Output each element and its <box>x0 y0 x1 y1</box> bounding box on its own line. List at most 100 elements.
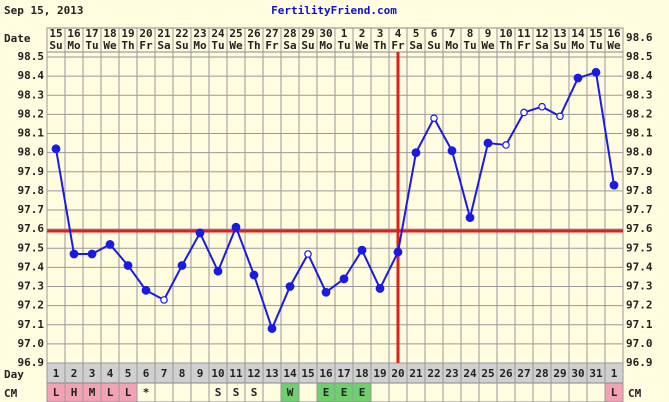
temperature-point <box>105 240 115 249</box>
y-tick-label: 98.4 <box>18 69 45 82</box>
weekday-label: We <box>103 39 117 52</box>
date-label: 28 <box>283 27 296 40</box>
date-label: 2 <box>359 27 366 40</box>
temperature-point <box>465 213 475 223</box>
date-label: 6 <box>431 27 438 40</box>
cycle-day: 17 <box>337 367 350 380</box>
weekday-label: Fr <box>139 39 153 52</box>
header-date: Sep 15, 2013 <box>4 4 83 17</box>
weekday-label: We <box>355 39 369 52</box>
date-label: 1 <box>341 27 348 40</box>
cycle-day: 14 <box>283 367 297 380</box>
cycle-day: 27 <box>517 367 530 380</box>
y-tick-label: 98.4 <box>626 69 653 82</box>
cycle-day: 8 <box>179 367 186 380</box>
temperature-point <box>393 247 403 257</box>
cycle-day: 12 <box>247 367 260 380</box>
date-label: 10 <box>499 27 512 40</box>
y-tick-label: 98.2 <box>18 107 45 120</box>
weekday-label: Tu <box>85 39 98 52</box>
day-label: Day <box>4 368 24 381</box>
y-tick-label: 97.2 <box>18 299 45 312</box>
y-tick-label: 97.6 <box>626 222 653 235</box>
weekday-label: Tu <box>337 39 350 52</box>
cm-cell <box>172 382 192 402</box>
y-tick-label: 98.0 <box>626 146 653 159</box>
date-label: 7 <box>449 27 456 40</box>
temperature-point <box>502 141 510 149</box>
cm-cell <box>586 382 606 402</box>
temperature-point <box>430 114 438 123</box>
cm-code: E <box>323 386 330 399</box>
cycle-day: 19 <box>373 367 386 380</box>
temperature-point <box>483 138 493 148</box>
y-tick-label: 98.5 <box>626 50 653 63</box>
cm-code: W <box>287 386 294 399</box>
cm-label: CM <box>4 387 18 400</box>
weekday-label: Fr <box>265 39 279 52</box>
temperature-point <box>591 67 601 77</box>
y-tick-label: 97.7 <box>18 203 45 216</box>
cm-cell <box>532 382 552 402</box>
y-tick-label: 98.6 <box>626 31 653 44</box>
cm-cell <box>460 382 480 402</box>
weekday-label: Mo <box>193 39 207 52</box>
cm-cell <box>154 382 174 402</box>
temperature-point <box>195 228 205 238</box>
cm-code: L <box>107 386 114 399</box>
date-label: 27 <box>265 27 278 40</box>
date-label: 12 <box>535 27 548 40</box>
weekday-label: Su <box>49 39 62 52</box>
cycle-day: 15 <box>301 367 314 380</box>
temperature-point <box>160 296 168 304</box>
temperature-point <box>538 102 546 111</box>
cycle-day: 1 <box>53 367 60 380</box>
date-label: 13 <box>553 27 566 40</box>
cycle-day: 25 <box>481 367 494 380</box>
cm-cell <box>388 382 408 402</box>
cm-cell <box>190 382 210 402</box>
temperature-point <box>447 146 457 156</box>
temperature-point <box>231 222 241 232</box>
date-label: Date <box>4 32 31 45</box>
temperature-point <box>177 261 187 270</box>
weekday-label: We <box>229 39 243 52</box>
date-label: 15 <box>49 27 62 40</box>
cycle-day: 7 <box>161 367 168 380</box>
cycle-day: 23 <box>445 367 458 380</box>
temperature-point <box>609 180 619 190</box>
cycle-day: 11 <box>229 367 243 380</box>
y-tick-label: 97.6 <box>18 222 45 235</box>
date-label: 23 <box>193 27 206 40</box>
date-label: 30 <box>319 27 332 40</box>
cycle-day: 1 <box>611 367 618 380</box>
cycle-day: 29 <box>553 367 566 380</box>
temperature-point <box>375 284 385 293</box>
cycle-day: 3 <box>89 367 96 380</box>
date-label: 8 <box>467 27 474 40</box>
y-tick-label: 97.1 <box>626 318 653 331</box>
temperature-point <box>51 144 61 154</box>
y-tick-label: 97.0 <box>18 337 45 350</box>
weekday-label: Su <box>427 39 440 52</box>
weekday-label: Su <box>553 39 566 52</box>
cm-code: * <box>143 386 150 399</box>
y-tick-label: 98.0 <box>18 146 45 159</box>
cycle-day: 6 <box>143 367 150 380</box>
cycle-day: 18 <box>355 367 368 380</box>
cycle-day: 31 <box>589 367 603 380</box>
temperature-point <box>267 324 277 333</box>
cycle-day: 9 <box>197 367 204 380</box>
cm-cell <box>496 382 516 402</box>
weekday-label: Mo <box>571 39 585 52</box>
cm-label: CM <box>628 387 642 400</box>
cm-code: L <box>125 386 132 399</box>
weekday-label: Sa <box>283 39 296 52</box>
cycle-day: 21 <box>409 367 423 380</box>
cm-cell <box>406 382 426 402</box>
cm-cell <box>568 382 588 402</box>
y-tick-label: 97.5 <box>626 241 653 254</box>
y-tick-label: 97.4 <box>626 260 653 273</box>
y-tick-label: 97.3 <box>626 280 653 293</box>
